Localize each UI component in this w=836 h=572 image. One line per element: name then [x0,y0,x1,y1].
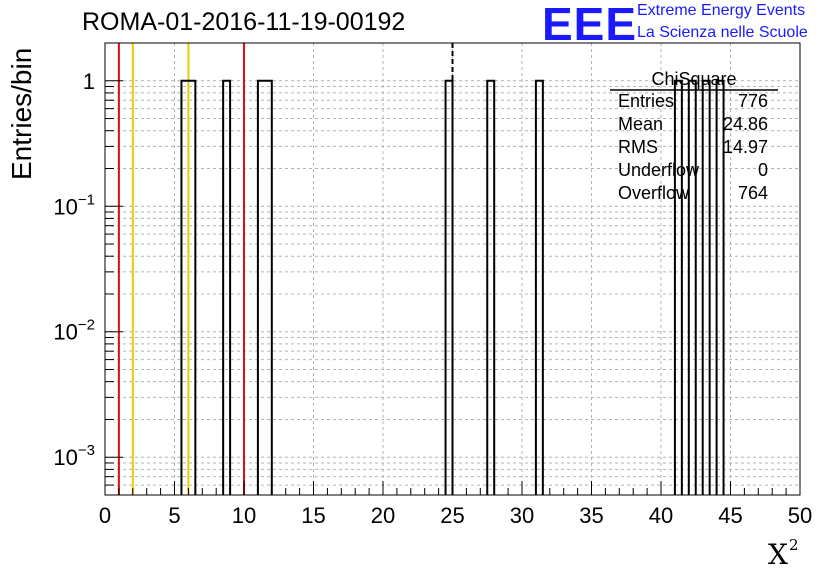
x-tick-label: 0 [99,503,111,528]
histogram-bin [687,79,697,495]
x-tick-label: 40 [649,503,673,528]
x-axis-label-exponent: 2 [788,536,799,554]
stats-value: 14.97 [722,137,768,157]
stats-value: 764 [737,183,768,203]
histogram-bin [486,79,496,495]
x-tick-label: 15 [301,503,325,528]
x-tick-label: 50 [788,503,812,528]
x-tick-label: 5 [168,503,180,528]
stats-row-underflow: Underflow 0 [610,159,778,182]
y-tick-label: 10−2 [53,317,95,345]
stats-label: RMS [618,137,658,157]
stats-value: 24.86 [722,114,768,134]
stats-label: Mean [618,114,664,134]
x-tick-label: 45 [718,503,742,528]
stats-row-mean: Mean 24.86 [610,113,778,136]
histogram-bin [444,79,454,495]
x-tick-label: 20 [371,503,395,528]
logo-line-2: La Scienza nelle Scuole [637,24,808,41]
stats-value: 0 [757,160,768,180]
stats-row-overflow: Overflow 764 [610,182,778,205]
histogram-bin [180,79,197,495]
stats-label: Overflow [618,183,690,203]
y-tick-label: 10−1 [53,191,95,219]
histogram-bin [222,79,232,495]
histogram-bin [534,79,544,495]
stats-box-title: ChiSquare [651,69,737,89]
stats-box: ChiSquare Entries 776 Mean 24.86 RMS 14.97 Und… [610,68,778,205]
x-tick-label: 25 [440,503,464,528]
logo-line-1: Extreme Energy Events [637,2,806,19]
histogram-bin [715,79,725,495]
stats-label: Entries [618,91,675,111]
chart-title: ROMA-01-2016-11-19-00192 [82,8,406,36]
histogram-bin [701,79,711,495]
eee-logo: EEE [542,0,638,50]
y-tick-label: 10−3 [53,442,95,470]
stats-label: Underflow [618,160,700,180]
x-tick-label: 35 [579,503,603,528]
x-axis-label-base: X [768,538,788,571]
y-tick-label: 1 [83,69,95,94]
x-tick-label: 10 [232,503,256,528]
stats-row-entries: Entries 776 [610,90,778,113]
histogram-bin [256,79,273,495]
x-axis-label: X2 [768,536,798,571]
stats-row-rms: RMS 14.97 [610,136,778,159]
histogram-bin [673,79,683,495]
y-tick-exponent: −3 [78,442,95,459]
y-tick-exponent: −1 [78,191,95,208]
x-tick-label: 30 [510,503,534,528]
y-tick-exponent: −2 [78,317,95,334]
stats-value: 776 [737,91,768,111]
